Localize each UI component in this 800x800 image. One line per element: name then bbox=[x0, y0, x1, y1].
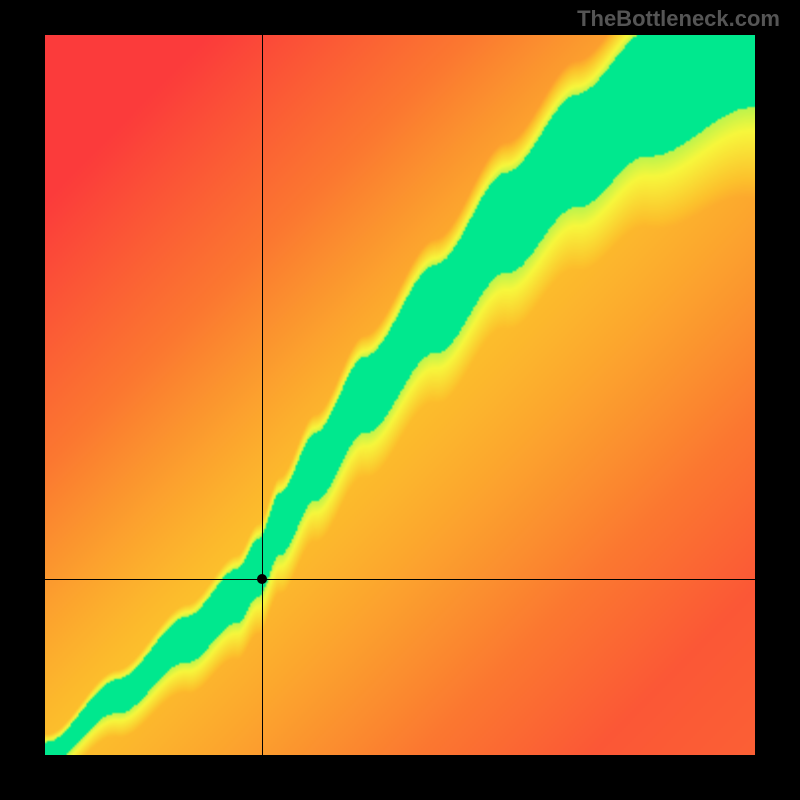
data-point-marker bbox=[257, 574, 267, 584]
crosshair-horizontal bbox=[45, 579, 755, 580]
heatmap-chart bbox=[45, 35, 755, 755]
crosshair-vertical bbox=[262, 35, 263, 755]
watermark-text: TheBottleneck.com bbox=[577, 6, 780, 32]
heatmap-canvas bbox=[45, 35, 755, 755]
